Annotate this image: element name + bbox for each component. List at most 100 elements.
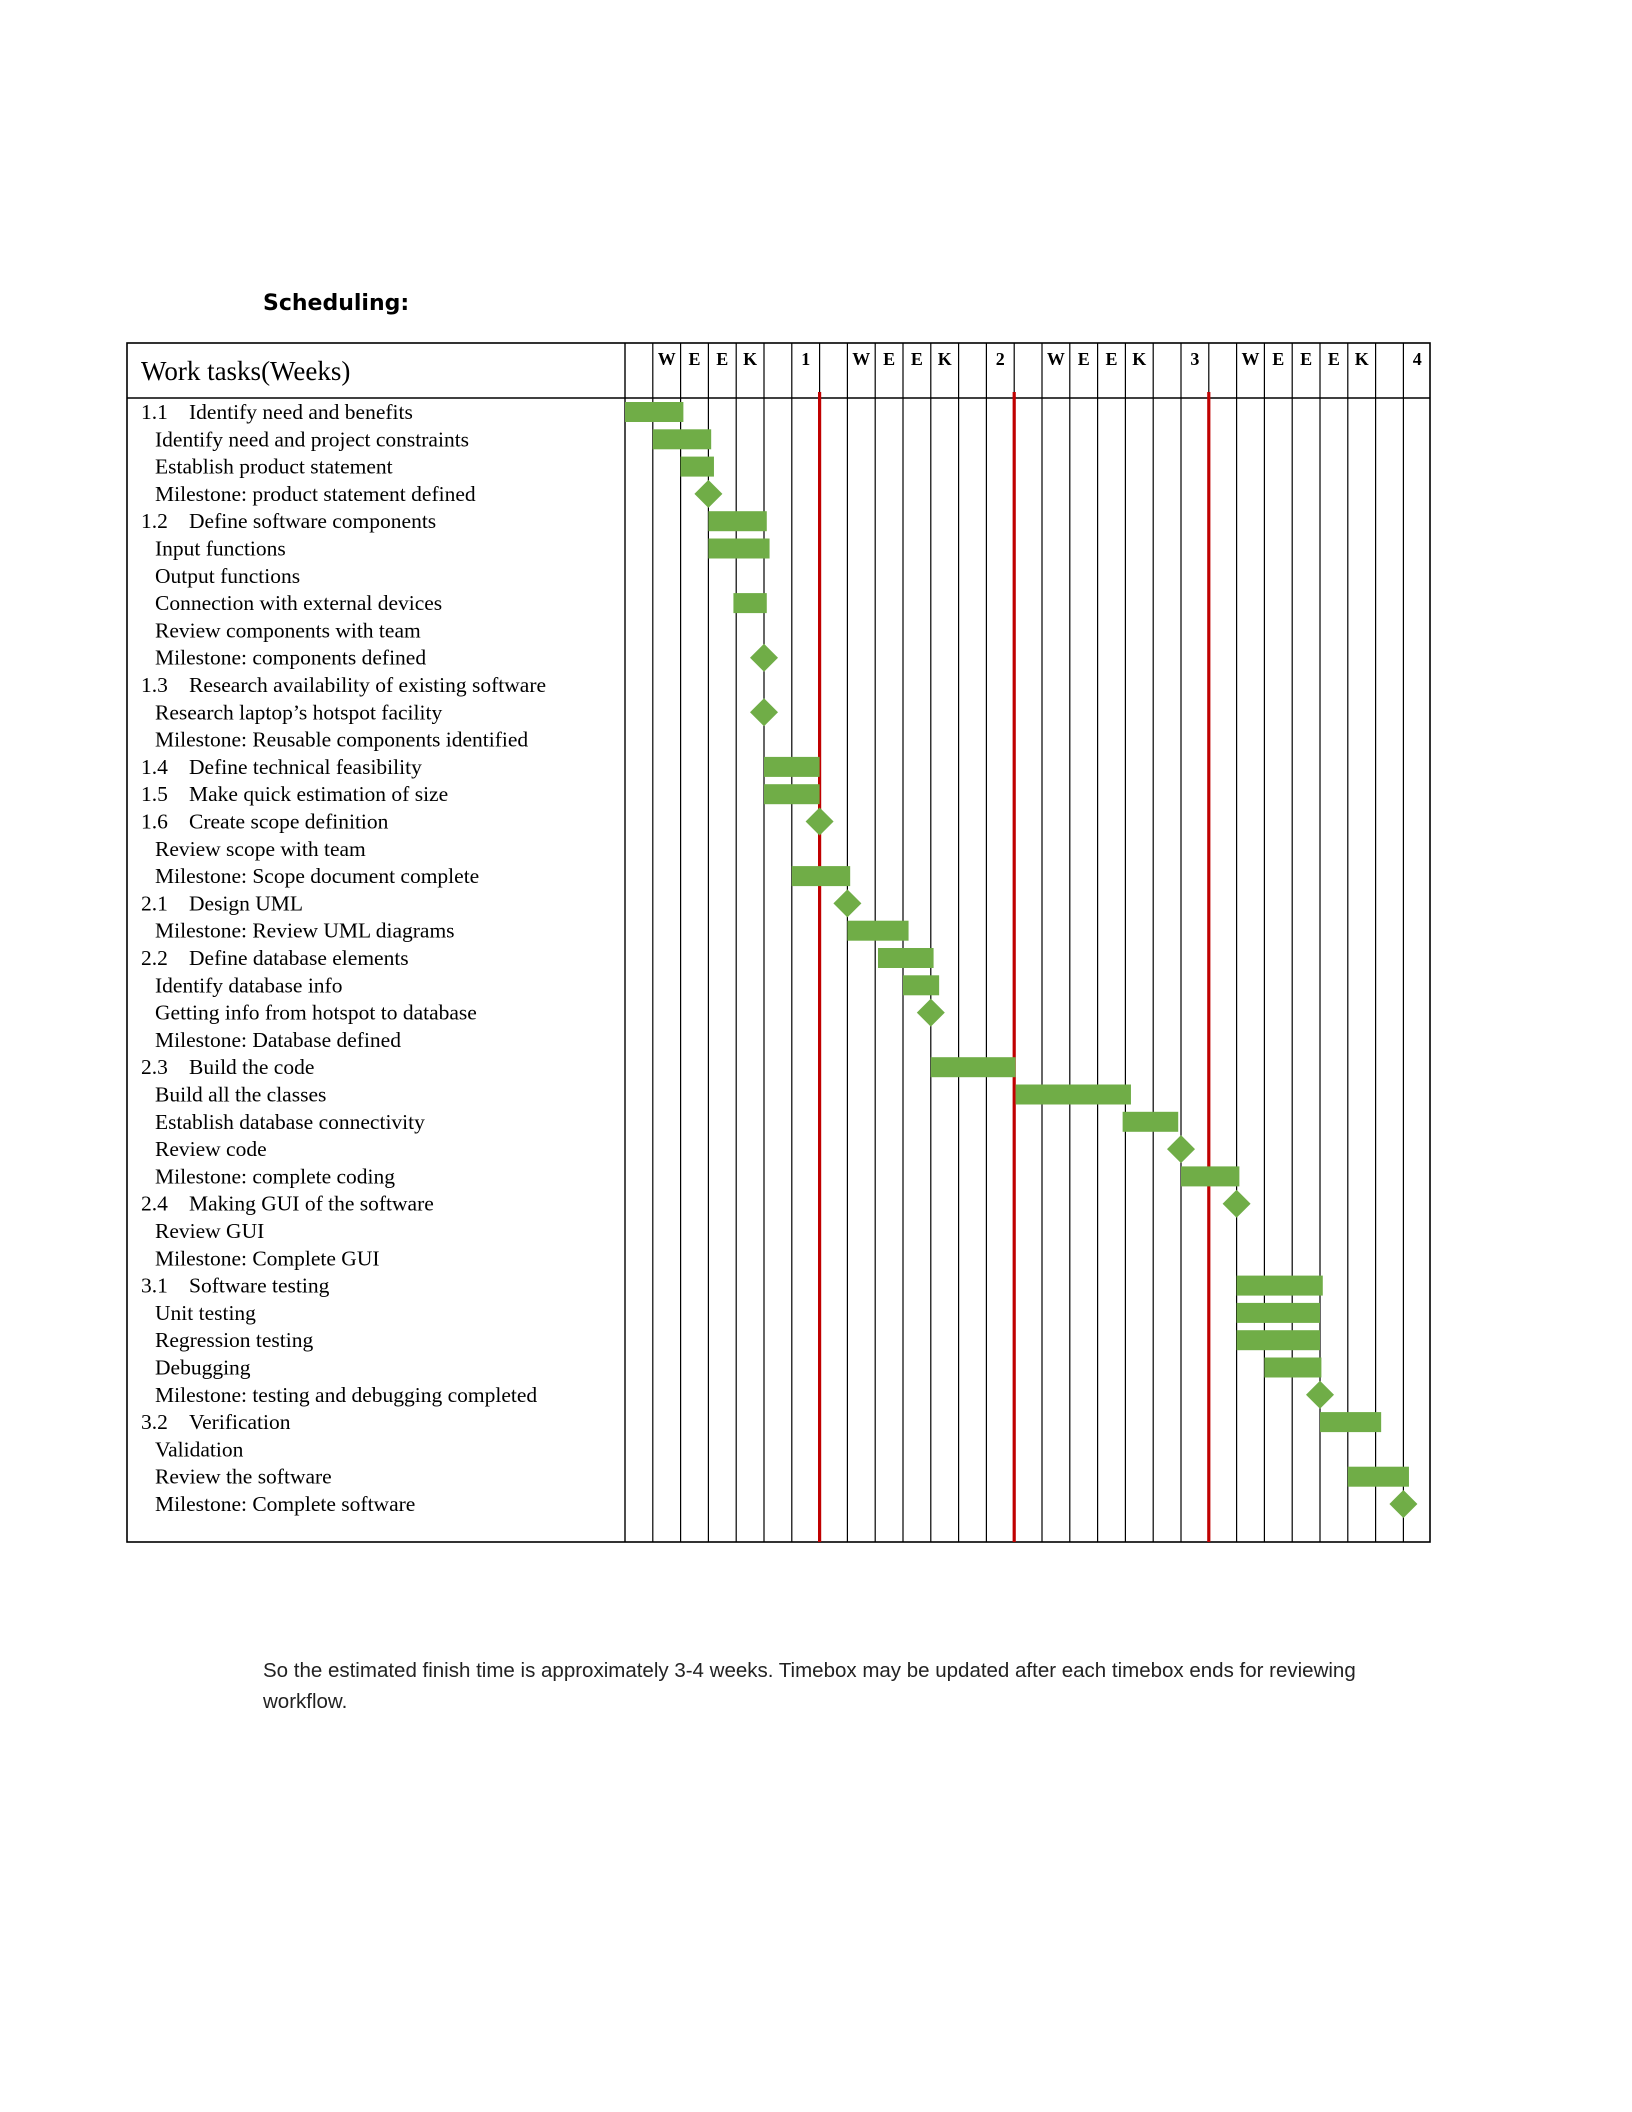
task-number: 1.5: [141, 782, 168, 806]
task-label: Milestone: Complete software: [155, 1492, 415, 1516]
timeline-header-label: E: [1328, 349, 1340, 369]
timeline-header-label: K: [1132, 349, 1146, 369]
task-label: Create scope definition: [189, 810, 389, 834]
task-label: Connection with external devices: [155, 591, 442, 615]
task-label: Build all the classes: [155, 1083, 326, 1107]
task-label: Milestone: Review UML diagrams: [155, 919, 455, 943]
task-label: Milestone: Database defined: [155, 1028, 401, 1052]
task-label: Review the software: [155, 1465, 332, 1489]
task-label: Research laptop’s hotspot facility: [155, 700, 442, 724]
task-label: Milestone: testing and debugging complet…: [155, 1383, 537, 1407]
task-label: Regression testing: [155, 1328, 313, 1352]
task-label: Software testing: [189, 1274, 330, 1298]
timeline-header-label: E: [883, 349, 895, 369]
timeline-header-label: 1: [801, 349, 810, 369]
task-label: Identify database info: [155, 973, 342, 997]
task-label: Establish product statement: [155, 455, 393, 479]
timeline-header-label: E: [1300, 349, 1312, 369]
task-bar: [1264, 1357, 1322, 1378]
task-number: 2.3: [141, 1055, 168, 1079]
task-label: Review components with team: [155, 618, 421, 642]
task-label: Output functions: [155, 564, 300, 588]
task-bar: [764, 784, 820, 805]
timeline-header-label: E: [1105, 349, 1117, 369]
task-number: 1.1: [141, 400, 168, 424]
task-number: 2.1: [141, 891, 168, 915]
timeline-header-label: W: [852, 349, 870, 369]
task-number: 1.3: [141, 673, 168, 697]
timeline-header-label: 3: [1190, 349, 1199, 369]
timeline-header-label: W: [658, 349, 676, 369]
task-label: Milestone: complete coding: [155, 1164, 395, 1188]
milestone-diamond: [750, 643, 778, 672]
timeline-header-label: E: [688, 349, 700, 369]
task-number: 1.4: [141, 755, 168, 779]
task-bar: [1122, 1111, 1179, 1132]
milestone-diamond: [805, 807, 834, 836]
task-bar: [1236, 1275, 1323, 1296]
task-label: Make quick estimation of size: [189, 782, 448, 806]
milestone-diamond: [1222, 1189, 1251, 1218]
task-bar: [1181, 1166, 1240, 1187]
task-number: 2.2: [141, 946, 168, 970]
task-bar: [708, 538, 770, 559]
timeline-header-label: K: [743, 349, 757, 369]
task-label: Verification: [189, 1410, 291, 1434]
task-label: Milestone: product statement defined: [155, 482, 476, 506]
task-bar: [764, 756, 820, 777]
timeline-header-label: W: [1242, 349, 1260, 369]
task-label: Identify need and project constraints: [155, 427, 469, 451]
milestone-diamond: [1306, 1380, 1334, 1409]
task-label: Review GUI: [155, 1219, 264, 1243]
task-label: Milestone: Scope document complete: [155, 864, 479, 888]
timeline-header-label: K: [1355, 349, 1369, 369]
task-label: Design UML: [189, 891, 303, 915]
task-label: Milestone: Reusable components identifie…: [155, 728, 528, 752]
timeline-header-label: E: [1272, 349, 1284, 369]
task-bar: [708, 511, 767, 532]
task-bar: [1320, 1412, 1382, 1433]
task-bar: [1236, 1330, 1320, 1351]
milestone-diamond: [750, 698, 778, 727]
task-label: Debugging: [155, 1356, 251, 1380]
task-bar: [1347, 1466, 1409, 1487]
task-bar: [791, 866, 851, 887]
task-label: Define software components: [189, 509, 436, 533]
milestone-diamond: [694, 479, 723, 508]
timeline-header-label: 2: [996, 349, 1005, 369]
task-label: Review code: [155, 1137, 267, 1161]
task-label: Unit testing: [155, 1301, 256, 1325]
task-number: 2.4: [141, 1192, 168, 1216]
task-bar: [652, 429, 712, 450]
task-label: Build the code: [189, 1055, 314, 1079]
task-label: Making GUI of the software: [189, 1192, 434, 1216]
milestone-diamond: [916, 998, 945, 1027]
task-label: Review scope with team: [155, 837, 366, 861]
task-label: Define technical feasibility: [189, 755, 422, 779]
task-bar: [733, 593, 767, 614]
task-label: Milestone: components defined: [155, 646, 426, 670]
task-label: Establish database connectivity: [155, 1110, 425, 1134]
timeline-header-label: E: [716, 349, 728, 369]
milestone-diamond: [1167, 1135, 1195, 1164]
task-label: Input functions: [155, 537, 286, 561]
task-bar: [1015, 1084, 1131, 1105]
section-heading: Scheduling:: [263, 291, 410, 316]
task-label: Research availability of existing softwa…: [189, 673, 546, 697]
task-label: Validation: [155, 1437, 244, 1461]
task-number: 1.6: [141, 810, 168, 834]
timeline-header-label: K: [938, 349, 952, 369]
timeline-header-label: 4: [1413, 349, 1422, 369]
task-bar: [847, 920, 909, 941]
milestone-diamond: [833, 889, 862, 918]
task-label: Identify need and benefits: [189, 400, 413, 424]
task-bar: [1236, 1302, 1320, 1323]
task-number: 3.1: [141, 1274, 168, 1298]
task-label: Getting info from hotspot to database: [155, 1001, 477, 1025]
gantt-chart: Work tasks(Weeks) W E E K 1 W E E K 2 W E E K 3 W E E E K 41.…: [126, 342, 1431, 1543]
task-bar: [903, 975, 940, 996]
timeline-header-label: W: [1047, 349, 1065, 369]
task-column-header: Work tasks(Weeks): [141, 356, 350, 386]
task-bar: [680, 456, 714, 477]
task-label: Define database elements: [189, 946, 409, 970]
